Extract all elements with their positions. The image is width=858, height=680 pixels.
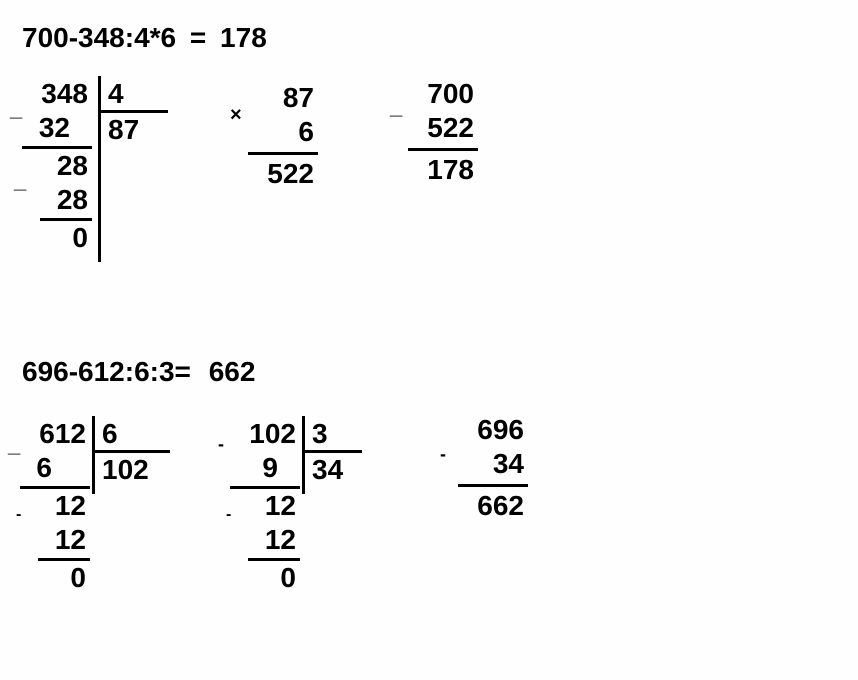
mult-sign: × <box>230 104 242 127</box>
minus-sign: _ <box>390 94 402 120</box>
p2-longdiv1: _ 612 6 - 12 12 0 6 102 <box>8 418 218 638</box>
hline <box>40 218 92 221</box>
p1-expression: 700-348:4*6 = 178 <box>22 22 267 54</box>
p2-s-bot: 34 <box>460 448 524 480</box>
p2-ld2-s2bring: 12 <box>236 490 296 522</box>
p1-ld-quotient: 87 <box>108 114 158 146</box>
p2-s-res: 662 <box>460 490 524 522</box>
p2-lhs: 696-612:6:3= <box>22 356 191 387</box>
p2-ld2-rem: 0 <box>236 562 296 594</box>
p1-s-res: 178 <box>410 154 474 186</box>
vline <box>98 76 101 262</box>
p1-result: 178 <box>220 22 267 53</box>
p2-ld1-s2bring: 12 <box>26 490 86 522</box>
p2-result: 662 <box>209 356 256 387</box>
hline <box>248 152 318 155</box>
p1-s-bot: 522 <box>410 112 474 144</box>
p1-ld-s2bring: 28 <box>28 150 88 182</box>
p1-ld-dividend: 348 <box>28 78 88 110</box>
p2-ld2-s1sub: 9 <box>218 452 278 484</box>
hline <box>22 146 92 149</box>
hline <box>92 450 170 453</box>
vline <box>92 416 95 494</box>
minus-sign: - <box>16 506 21 524</box>
p2-ld2-dividend: 102 <box>236 418 296 450</box>
p2-ld2-divisor: 3 <box>312 418 342 450</box>
hline <box>458 484 528 487</box>
minus-sign: _ <box>14 168 26 194</box>
p2-s-top: 696 <box>460 414 524 446</box>
p1-s-top: 700 <box>410 78 474 110</box>
hline <box>20 486 90 489</box>
p2-expression: 696-612:6:3= 662 <box>22 356 255 388</box>
p1-ld-s2sub: 28 <box>28 184 88 216</box>
p1-eq: = <box>190 22 206 53</box>
minus-sign: - <box>226 506 231 524</box>
p1-ld-rem: 0 <box>28 222 88 254</box>
p1-lhs: 700-348:4*6 <box>22 22 176 53</box>
p2-ld1-dividend: 612 <box>26 418 86 450</box>
p1-m-bot: 6 <box>250 116 314 148</box>
p2-ld1-rem: 0 <box>26 562 86 594</box>
hline <box>248 558 300 561</box>
hline <box>408 148 478 151</box>
p2-ld1-quotient: 102 <box>102 454 162 486</box>
p2-ld1-s1sub: 6 <box>10 452 52 484</box>
p2-ld1-s2sub: 12 <box>26 524 86 556</box>
hline <box>302 450 362 453</box>
p2-ld2-s2sub: 12 <box>236 524 296 556</box>
p2-longdiv2: - 102 9 - 12 12 0 3 34 <box>218 418 428 638</box>
vline <box>302 416 305 494</box>
hline <box>230 486 300 489</box>
hline <box>98 110 168 113</box>
p2-ld1-divisor: 6 <box>102 418 132 450</box>
p2-ld2-quotient: 34 <box>312 454 362 486</box>
minus-sign: - <box>440 444 446 465</box>
minus-sign: _ <box>10 96 22 122</box>
p1-ld-s1sub: 32 <box>28 112 70 144</box>
hline <box>38 558 90 561</box>
p1-m-top: 87 <box>250 82 314 114</box>
p1-m-res: 522 <box>250 158 314 190</box>
p1-ld-divisor: 4 <box>108 78 138 110</box>
p1-longdiv: _ 348 32 _ 28 28 0 4 87 <box>10 78 210 298</box>
